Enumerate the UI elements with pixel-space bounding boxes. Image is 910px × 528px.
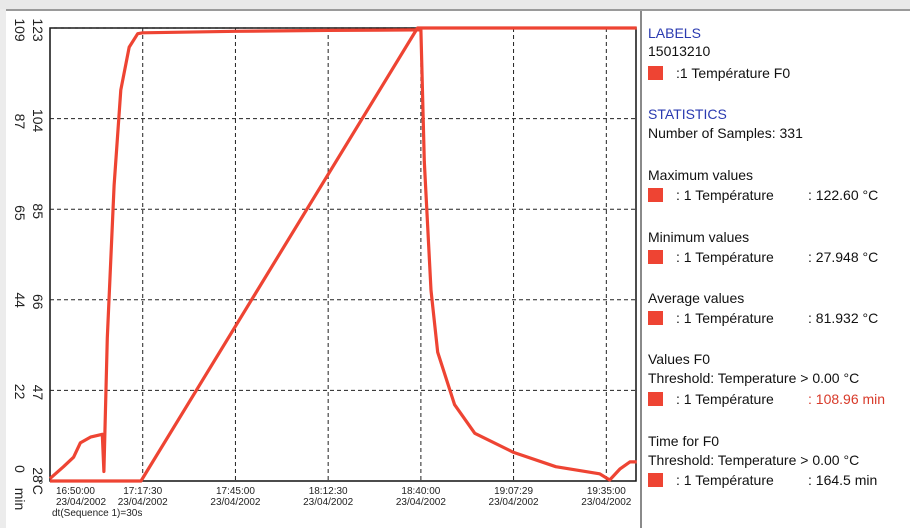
x-tick-time: 18:12:30	[309, 486, 348, 497]
labels-id: 15013210	[648, 43, 711, 59]
x-tick-time: 16:50:00	[56, 486, 95, 497]
series-line-temp-rature	[48, 28, 637, 482]
y-tick-label-temp: 47	[30, 385, 46, 401]
min-values-series: : 1 Température	[676, 249, 774, 265]
series-line-f0	[50, 26, 637, 483]
plot-area	[49, 27, 637, 482]
y-tick-label-time: 44	[12, 292, 28, 308]
time-for-f0-value: : 164.5 min	[808, 472, 878, 488]
avg-values-series: : 1 Température	[676, 310, 774, 326]
y-tick-label-time: 0	[12, 465, 28, 473]
x-tick-time: 19:07:29	[494, 486, 533, 497]
time-for-f0-title: Time for F0	[648, 433, 720, 449]
series-color-swatch	[648, 392, 663, 406]
window-top-border	[0, 0, 910, 11]
x-tick-date: 23/04/2002	[210, 497, 260, 508]
labels-entry: :1 Température F0	[676, 65, 791, 81]
max-values-title: Maximum values	[648, 167, 754, 183]
series-color-swatch	[648, 311, 663, 325]
x-tick-date: 23/04/2002	[118, 497, 168, 508]
x-tick-time: 17:17:30	[123, 486, 162, 497]
f0-values-value: : 108.96 min	[808, 391, 886, 407]
x-tick-date: 23/04/2002	[56, 497, 106, 508]
y-tick-label-time: 87	[12, 114, 28, 130]
y-tick-label-temp: 104	[30, 109, 46, 133]
statistics-header: STATISTICS	[648, 106, 727, 122]
x-tick-time: 18:40:00	[401, 486, 440, 497]
x-tick-date: 23/04/2002	[303, 497, 353, 508]
x-tick-time: 17:45:00	[216, 486, 255, 497]
x-axis-footer: dt(Sequence 1)=30s	[52, 508, 142, 519]
f0-values-series: : 1 Température	[676, 391, 774, 407]
series-color-swatch	[648, 473, 663, 487]
f0-threshold: Threshold: Temperature > 0.00 °C	[648, 370, 860, 386]
y-tick-label-time: 109	[12, 18, 28, 42]
avg-values-value: : 81.932 °C	[808, 310, 879, 326]
window-left-border	[0, 9, 6, 528]
y-tick-label-temp: 28	[30, 467, 46, 483]
f0-values-title: Values F0	[648, 351, 710, 367]
y-tick-label-time: 65	[12, 205, 28, 221]
series-color-swatch	[648, 188, 663, 202]
min-values-value: : 27.948 °C	[808, 249, 879, 265]
time-for-f0-threshold: Threshold: Temperature > 0.00 °C	[648, 452, 860, 468]
labels-header: LABELS	[648, 25, 701, 41]
x-tick-date: 23/04/2002	[489, 497, 539, 508]
chart-panel: 0 22 44 65 87 109 28 47 66 85 104 123 min °C 16:50:00 2…	[6, 11, 638, 528]
series-color-swatch	[648, 66, 663, 80]
max-values-value: : 122.60 °C	[808, 187, 879, 203]
y-tick-label-temp: 66	[30, 294, 46, 310]
y-tick-label-temp: 85	[30, 203, 46, 219]
x-tick-date: 23/04/2002	[581, 497, 631, 508]
series-color-swatch	[648, 250, 663, 264]
avg-values-title: Average values	[648, 290, 745, 306]
statistics-panel: LABELS 15013210 :1 Température F0 STATIS…	[640, 11, 910, 528]
y-tick-label-temp: 123	[30, 18, 46, 42]
y-axis-unit-time: min	[12, 488, 28, 511]
y-tick-label-time: 22	[12, 384, 28, 400]
number-of-samples: Number of Samples: 331	[648, 125, 803, 141]
y-axis-unit-temp: °C	[30, 479, 46, 495]
time-for-f0-series: : 1 Température	[676, 472, 774, 488]
x-tick-date: 23/04/2002	[396, 497, 446, 508]
min-values-title: Minimum values	[648, 229, 750, 245]
max-values-series: : 1 Température	[676, 187, 774, 203]
x-tick-time: 19:35:00	[587, 486, 626, 497]
